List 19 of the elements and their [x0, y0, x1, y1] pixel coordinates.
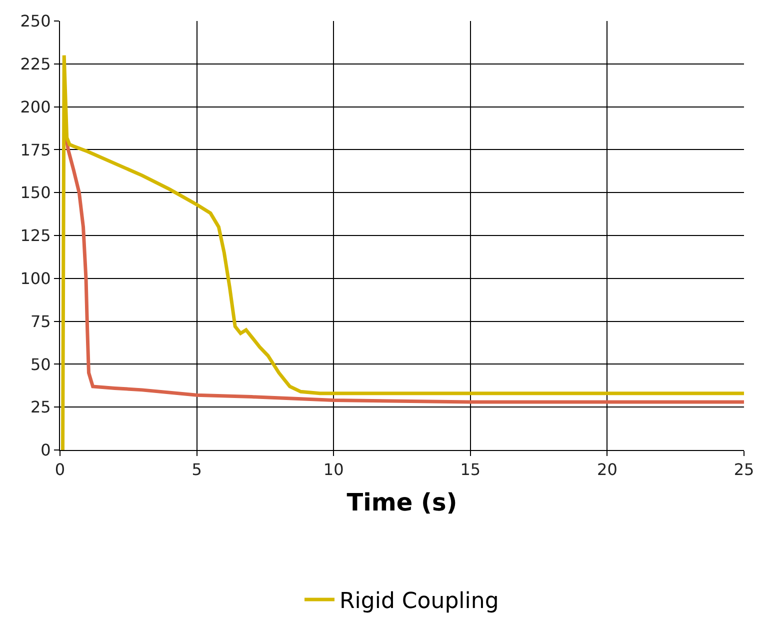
legend-label: Rigid Coupling [340, 589, 499, 614]
y-tick-label: 125 [20, 226, 51, 246]
y-tick-label: 25 [30, 398, 51, 417]
x-tick-label: 0 [54, 460, 66, 480]
y-tick-label: 225 [20, 54, 51, 74]
y-tick-label: 50 [30, 354, 51, 374]
x-tick-label: 25 [734, 460, 754, 480]
y-tick-label: 150 [20, 183, 51, 202]
x-tick-label: 5 [192, 460, 202, 480]
y-tick-label: 175 [20, 140, 51, 160]
y-tick-label: 250 [20, 12, 51, 31]
x-tick-label: 15 [460, 460, 481, 480]
y-tick-label: 0 [40, 440, 51, 460]
x-tick-label: 20 [597, 460, 618, 480]
x-axis-title: Time (s) [346, 488, 458, 516]
x-tick-label: 10 [323, 460, 344, 480]
y-tick-label: 75 [30, 312, 51, 331]
y-tick-label: 200 [20, 97, 51, 116]
y-tick-label: 100 [20, 269, 51, 288]
